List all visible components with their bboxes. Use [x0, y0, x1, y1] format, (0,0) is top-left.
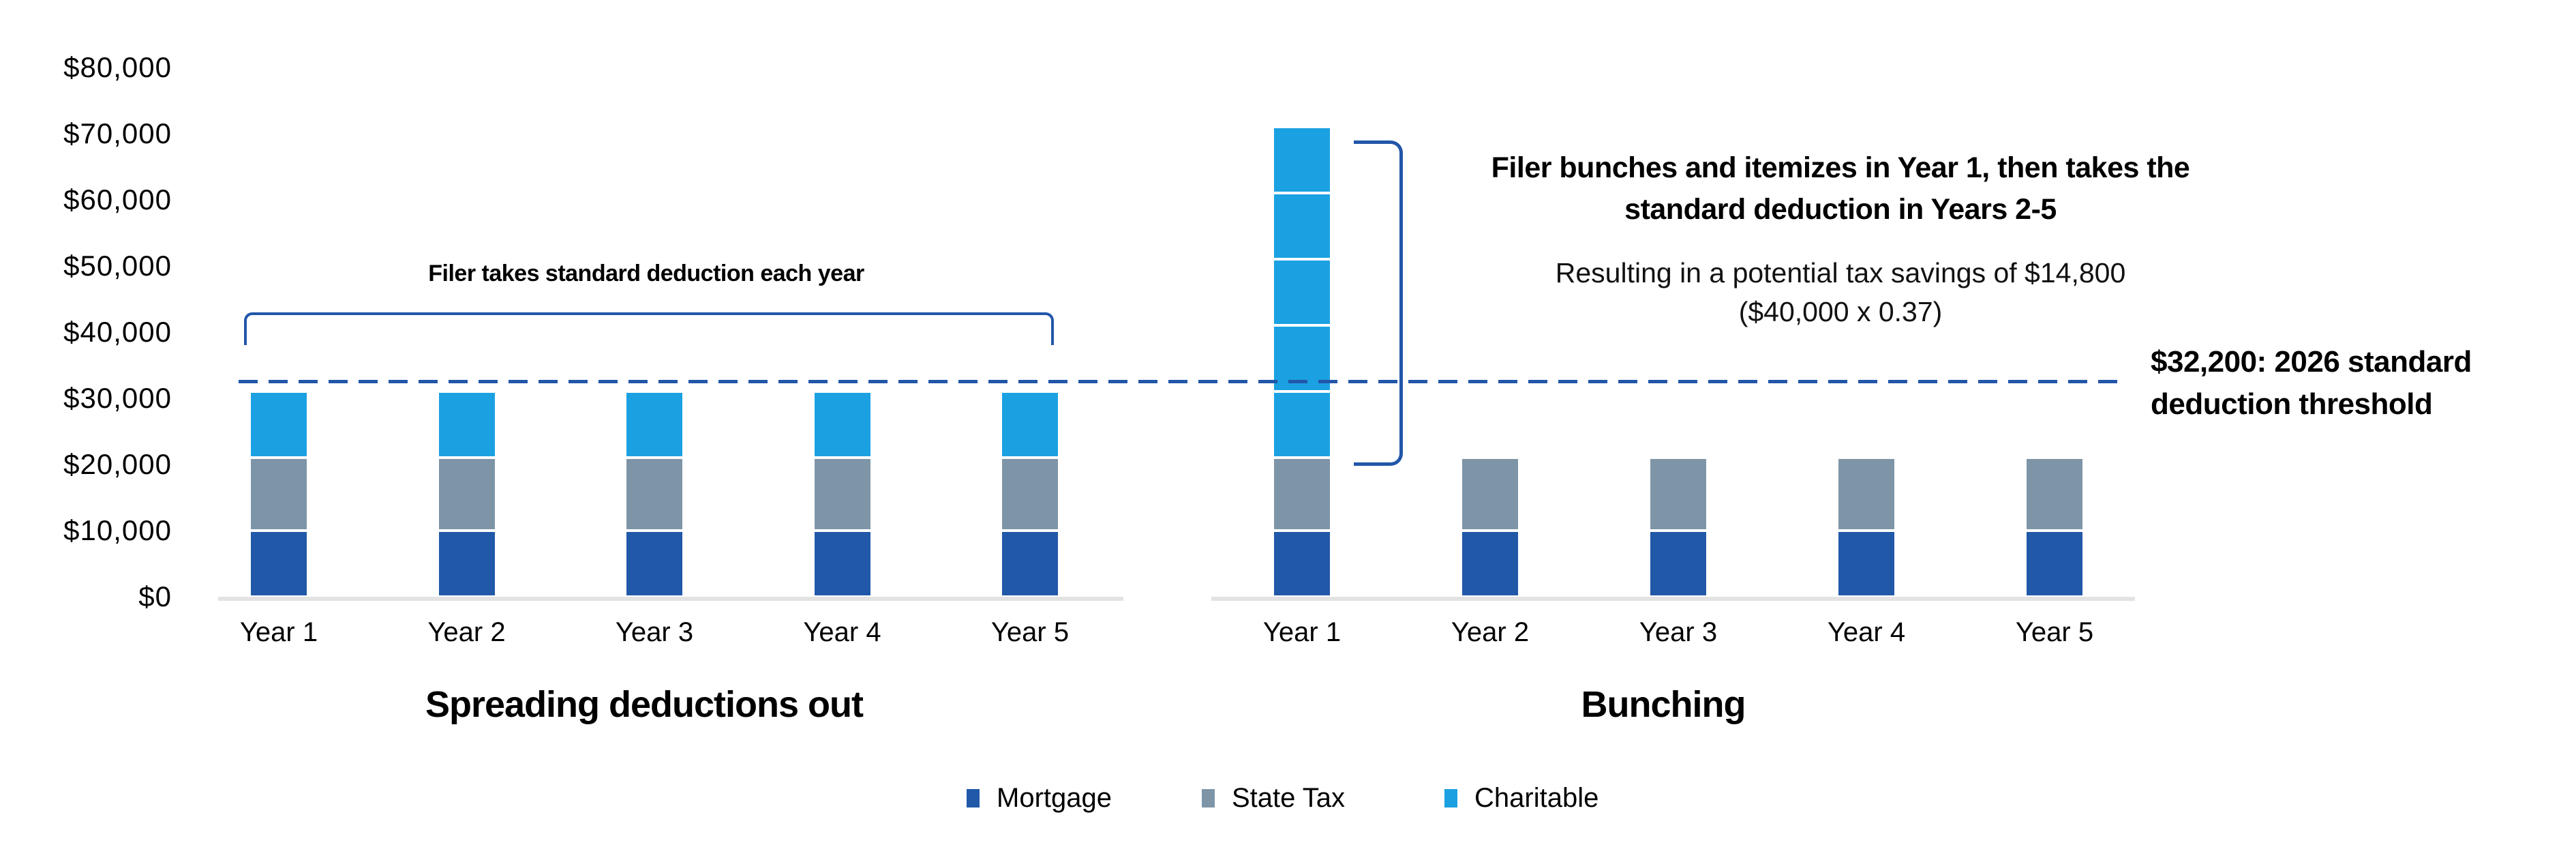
x-axis-line — [218, 597, 1123, 601]
y-axis-tick-label: $0 — [138, 580, 172, 612]
bar-segment-charitable — [1273, 127, 1331, 194]
y-axis-tick-label: $80,000 — [63, 51, 172, 83]
left-chart-title: Spreading deductions out — [425, 684, 864, 725]
bar-segment-charitable — [813, 391, 872, 458]
x-axis-category-label: Year 1 — [1262, 617, 1342, 647]
y-axis-tick-label: $70,000 — [63, 117, 172, 149]
y-axis-tick-label: $50,000 — [63, 250, 172, 282]
bar-segment-state-tax — [437, 458, 496, 531]
y-axis-tick-label: $20,000 — [63, 448, 172, 480]
legend-item-mortgage: Mortgage — [967, 782, 1112, 814]
bar-segment-mortgage — [1273, 531, 1331, 597]
bunched-charitable-bracket — [1354, 140, 1403, 466]
y-axis-tick-label: $60,000 — [63, 183, 172, 216]
bar-segment-mortgage — [2025, 531, 2084, 597]
bar-segment-state-tax — [1001, 458, 1059, 531]
bar-segment-state-tax — [813, 458, 872, 531]
standard-deduction-threshold-line — [239, 380, 2123, 383]
bunching-annotation-line2: standard deduction in Years 2-5 — [1624, 193, 2057, 226]
bar-segment-charitable — [1273, 193, 1331, 260]
bar-segment-mortgage — [1461, 531, 1519, 597]
legend-swatch — [967, 788, 980, 807]
threshold-label-line2: deduction threshold — [2151, 387, 2433, 421]
x-axis-category-label: Year 5 — [990, 617, 1070, 647]
bar-segment-state-tax — [2025, 458, 2084, 531]
bar-segment-charitable — [625, 391, 684, 458]
bar-segment-state-tax — [1461, 458, 1519, 531]
standard-deduction-bracket — [244, 312, 1054, 345]
legend-item-charitable: Charitable — [1444, 782, 1598, 814]
right-chart-title: Bunching — [1581, 684, 1746, 725]
bar-segment-state-tax — [1837, 458, 1896, 531]
threshold-label: $32,200: 2026 standard deduction thresho… — [2151, 341, 2566, 426]
standard-deduction-bracket-label: Filer takes standard deduction each year — [428, 261, 864, 286]
x-axis-category-label: Year 3 — [615, 617, 694, 647]
y-axis-tick-label: $10,000 — [63, 514, 172, 546]
bar-segment-charitable — [1273, 391, 1331, 458]
x-axis-category-label: Year 2 — [1451, 617, 1530, 647]
bar-segment-mortgage — [437, 531, 496, 597]
bar-segment-state-tax — [249, 458, 308, 531]
x-axis-category-label: Year 1 — [239, 617, 318, 647]
legend-item-state-tax: State Tax — [1202, 782, 1345, 814]
x-axis-category-label: Year 4 — [1827, 617, 1906, 647]
x-axis-category-label: Year 2 — [427, 617, 506, 647]
bar-segment-state-tax — [625, 458, 684, 531]
bar-segment-charitable — [1001, 391, 1059, 458]
bunching-annotation-line1: Filer bunches and itemizes in Year 1, th… — [1491, 151, 2190, 184]
legend-label: Mortgage — [997, 783, 1112, 813]
x-axis-category-label: Year 4 — [803, 617, 881, 647]
bunching-annotation: Filer bunches and itemizes in Year 1, th… — [1428, 147, 2253, 231]
x-axis-line — [1211, 597, 2135, 601]
bar-segment-charitable — [1273, 259, 1331, 326]
bar-segment-charitable — [249, 391, 308, 458]
x-axis-category-label: Year 5 — [2015, 617, 2094, 647]
legend-label: State Tax — [1232, 783, 1346, 813]
bar-segment-charitable — [437, 391, 496, 458]
bar-segment-mortgage — [1837, 531, 1896, 597]
x-axis-category-label: Year 3 — [1639, 617, 1718, 647]
legend-swatch — [1202, 788, 1215, 807]
legend-swatch — [1444, 788, 1457, 807]
threshold-label-line1: $32,200: 2026 standard — [2151, 345, 2472, 379]
savings-annotation-line2: ($40,000 x 0.37) — [1738, 296, 1943, 327]
savings-annotation: Resulting in a potential tax savings of … — [1428, 254, 2253, 331]
savings-annotation-line1: Resulting in a potential tax savings of … — [1555, 257, 2126, 288]
y-axis-tick-label: $30,000 — [63, 382, 172, 414]
bar-segment-mortgage — [1649, 531, 1708, 597]
bar-segment-mortgage — [813, 531, 872, 597]
bar-segment-mortgage — [249, 531, 308, 597]
bar-segment-mortgage — [625, 531, 684, 597]
bar-segment-state-tax — [1649, 458, 1708, 531]
legend-label: Charitable — [1474, 783, 1599, 813]
y-axis-tick-label: $40,000 — [63, 316, 172, 348]
bar-segment-state-tax — [1273, 458, 1331, 531]
bar-segment-mortgage — [1001, 531, 1059, 597]
